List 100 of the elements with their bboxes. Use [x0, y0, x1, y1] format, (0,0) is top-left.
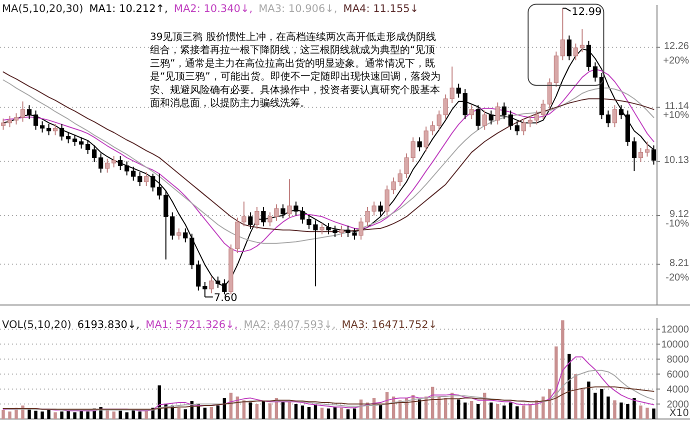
- candlestick: [14, 112, 19, 125]
- candlestick: [320, 222, 324, 235]
- bar: [203, 408, 207, 419]
- legend-title: MA(5,10,20,30): [2, 3, 84, 15]
- candlestick: [488, 110, 494, 125]
- candlestick: [118, 156, 123, 170]
- candlestick: [430, 120, 435, 136]
- y-tick-label: 8.21: [670, 258, 690, 269]
- candlestick: [280, 204, 286, 219]
- bar: [184, 409, 187, 419]
- candlestick: [632, 136, 637, 172]
- candlestick: [33, 110, 38, 130]
- candlestick: [26, 104, 32, 120]
- y-tick-label: 11.14: [664, 100, 690, 112]
- bar: [444, 398, 448, 419]
- bar: [457, 400, 460, 419]
- candlestick: [254, 206, 260, 230]
- candlestick: [450, 66, 454, 104]
- bar: [255, 404, 259, 419]
- y-tick-label: 10000: [661, 340, 690, 351]
- bar: [346, 409, 350, 419]
- candlestick: [72, 134, 78, 146]
- candlestick: [417, 136, 422, 152]
- bar: [352, 408, 356, 419]
- bar: [528, 404, 532, 419]
- bar: [138, 412, 142, 419]
- candlestick: [339, 225, 344, 238]
- bar: [112, 412, 116, 419]
- candlestick: [66, 131, 71, 144]
- bar: [300, 406, 304, 419]
- bar: [320, 408, 324, 419]
- candlestick: [462, 88, 468, 120]
- text: MA1: 10.212↑,: [89, 3, 168, 15]
- candlestick: [612, 104, 618, 128]
- candlestick: [20, 100, 26, 122]
- candlestick: [112, 156, 116, 168]
- annotation: 12.99: [572, 6, 602, 18]
- bar: [470, 401, 474, 419]
- candlestick: [138, 172, 142, 187]
- candlestick: [436, 110, 442, 130]
- text: MA3: 10.906↓,: [258, 3, 338, 15]
- y-tick-label: 6000: [666, 370, 690, 381]
- candlestick: [164, 190, 168, 260]
- bar: [464, 402, 467, 419]
- bar: [262, 401, 266, 419]
- candlestick: [105, 158, 110, 174]
- bar: [60, 412, 64, 419]
- bar: [490, 402, 493, 419]
- bar: [561, 320, 564, 419]
- bar: [632, 398, 636, 419]
- candlestick: [176, 228, 182, 240]
- candlestick: [196, 260, 201, 292]
- bar: [340, 408, 344, 419]
- candlestick: [52, 123, 58, 136]
- legend-title: VOL(5,10,20): [2, 319, 72, 331]
- bar: [307, 407, 311, 419]
- line-series: [2, 386, 654, 410]
- bar: [66, 410, 70, 419]
- bar: [476, 404, 480, 419]
- candlestick: [606, 110, 611, 128]
- text: MA1: 5721.326↓,: [146, 319, 238, 331]
- candlestick: [183, 228, 188, 243]
- bar: [40, 412, 44, 419]
- bar: [314, 404, 318, 419]
- text: 6193.830↓,: [77, 319, 140, 331]
- bar: [73, 412, 76, 419]
- bar: [568, 354, 571, 419]
- annotation: 7.60: [214, 292, 238, 304]
- candlestick: [580, 28, 584, 53]
- bar: [496, 404, 500, 419]
- candlestick: [495, 102, 500, 125]
- y2-tick-label: +10%: [663, 110, 690, 121]
- candlestick: [79, 136, 84, 150]
- bar: [288, 402, 292, 419]
- bar: [2, 410, 5, 419]
- candlestick: [638, 148, 644, 162]
- bar: [606, 396, 610, 419]
- candlestick: [40, 120, 45, 133]
- candlestick: [131, 166, 136, 182]
- bar: [600, 389, 604, 419]
- y2-tick-label: -20%: [666, 272, 690, 284]
- candlestick: [644, 141, 650, 158]
- bar: [47, 409, 50, 419]
- bar: [626, 404, 630, 419]
- candlestick: [521, 118, 526, 136]
- bar: [522, 406, 526, 419]
- bar: [326, 408, 330, 419]
- bar: [516, 406, 519, 419]
- candlestick: [456, 83, 461, 98]
- bar: [574, 374, 578, 419]
- y-tick-label: 4000: [666, 384, 690, 396]
- bar: [554, 346, 558, 419]
- text: X10: [669, 408, 689, 419]
- bar: [509, 402, 512, 419]
- bar: [652, 408, 656, 419]
- bar: [294, 404, 298, 419]
- candlestick: [59, 123, 64, 142]
- candlestick: [150, 173, 156, 192]
- candlestick: [7, 115, 12, 128]
- bar: [8, 412, 12, 419]
